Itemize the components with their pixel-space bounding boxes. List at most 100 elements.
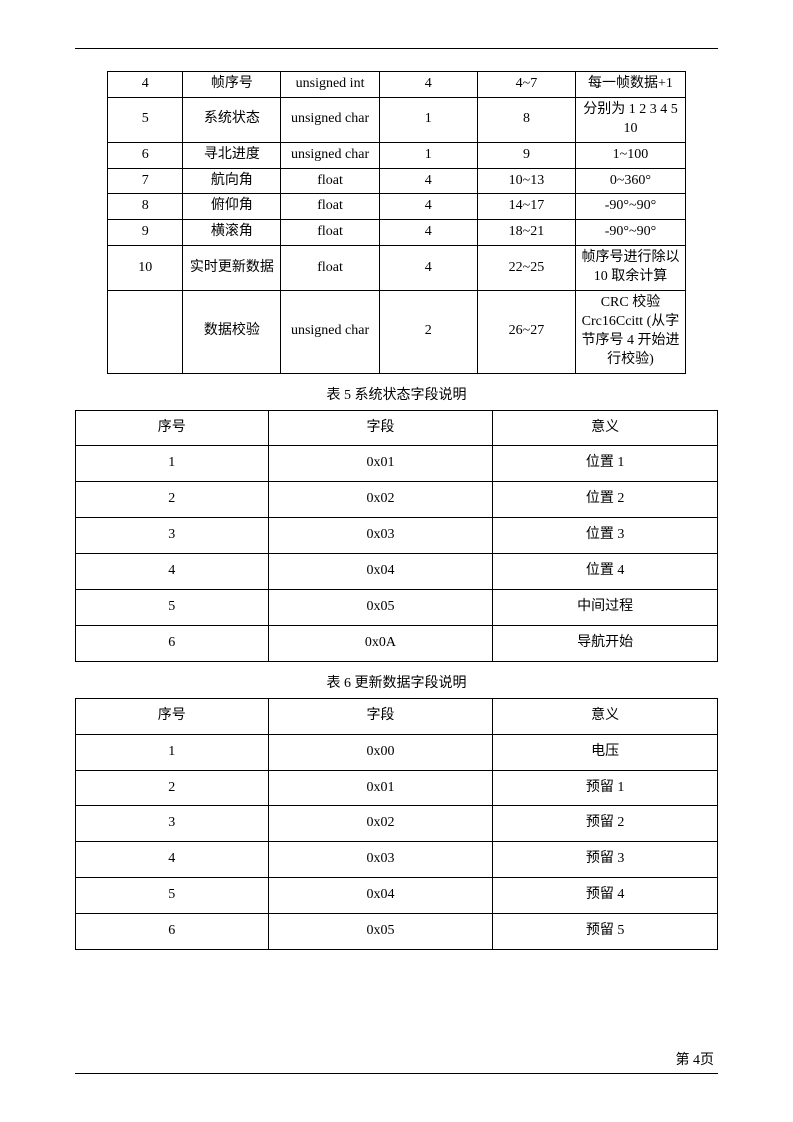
cell: 俯仰角 bbox=[183, 194, 281, 220]
cell: 位置 2 bbox=[493, 482, 718, 518]
table-row: 4 帧序号 unsigned int 4 4~7 每一帧数据+1 bbox=[108, 72, 686, 98]
cell: 0x02 bbox=[268, 482, 493, 518]
cell: 电压 bbox=[493, 734, 718, 770]
cell: 寻北进度 bbox=[183, 142, 281, 168]
column-header: 意义 bbox=[493, 410, 718, 446]
cell: 5 bbox=[108, 97, 183, 142]
cell: 横滚角 bbox=[183, 220, 281, 246]
cell: 6 bbox=[108, 142, 183, 168]
table-row: 2 0x01 预留 1 bbox=[76, 770, 718, 806]
cell: 预留 1 bbox=[493, 770, 718, 806]
table-row: 7 航向角 float 4 10~13 0~360° bbox=[108, 168, 686, 194]
cell: 18~21 bbox=[477, 220, 575, 246]
column-header: 字段 bbox=[268, 410, 493, 446]
table-row: 4 0x03 预留 3 bbox=[76, 842, 718, 878]
cell: 4 bbox=[379, 168, 477, 194]
cell: -90°~90° bbox=[576, 194, 686, 220]
cell: 航向角 bbox=[183, 168, 281, 194]
cell: 0x04 bbox=[268, 878, 493, 914]
table-row: 数据校验 unsigned char 2 26~27 CRC 校验 Crc16C… bbox=[108, 291, 686, 374]
table-3: 序号 字段 意义 1 0x00 电压 2 0x01 预留 1 3 0x02 预留… bbox=[75, 698, 718, 950]
cell: 2 bbox=[76, 482, 269, 518]
cell: 4 bbox=[76, 554, 269, 590]
cell: 0x01 bbox=[268, 446, 493, 482]
cell bbox=[108, 291, 183, 374]
cell: -90°~90° bbox=[576, 220, 686, 246]
cell: unsigned char bbox=[281, 97, 379, 142]
column-header: 序号 bbox=[76, 698, 269, 734]
cell: 26~27 bbox=[477, 291, 575, 374]
cell: float bbox=[281, 168, 379, 194]
table-row: 2 0x02 位置 2 bbox=[76, 482, 718, 518]
cell: 位置 3 bbox=[493, 518, 718, 554]
cell: 4 bbox=[108, 72, 183, 98]
cell: 0x02 bbox=[268, 806, 493, 842]
bottom-rule bbox=[75, 1073, 718, 1074]
cell: 帧序号进行除以 10 取余计算 bbox=[576, 246, 686, 291]
cell: 1 bbox=[76, 446, 269, 482]
cell: CRC 校验 Crc16Ccitt (从字节序号 4 开始进行校验) bbox=[576, 291, 686, 374]
cell: 0~360° bbox=[576, 168, 686, 194]
cell: 22~25 bbox=[477, 246, 575, 291]
cell: 4 bbox=[379, 194, 477, 220]
cell: 0x05 bbox=[268, 590, 493, 626]
cell: 分别为 1 2 3 4 5 10 bbox=[576, 97, 686, 142]
cell: 位置 4 bbox=[493, 554, 718, 590]
cell: 6 bbox=[76, 914, 269, 950]
table-row: 6 0x0A 导航开始 bbox=[76, 625, 718, 661]
table-header-row: 序号 字段 意义 bbox=[76, 698, 718, 734]
cell: 系统状态 bbox=[183, 97, 281, 142]
table-2-caption: 表 5 系统状态字段说明 bbox=[75, 384, 718, 404]
footer: 第 4页 bbox=[75, 1049, 718, 1074]
cell: 4 bbox=[379, 220, 477, 246]
cell: unsigned int bbox=[281, 72, 379, 98]
table-header-row: 序号 字段 意义 bbox=[76, 410, 718, 446]
table-row: 9 横滚角 float 4 18~21 -90°~90° bbox=[108, 220, 686, 246]
cell: 9 bbox=[108, 220, 183, 246]
cell: 10 bbox=[108, 246, 183, 291]
cell: 5 bbox=[76, 590, 269, 626]
cell: 1 bbox=[76, 734, 269, 770]
cell: 5 bbox=[76, 878, 269, 914]
cell: 0x00 bbox=[268, 734, 493, 770]
cell: 2 bbox=[76, 770, 269, 806]
cell: 预留 4 bbox=[493, 878, 718, 914]
table-row: 1 0x00 电压 bbox=[76, 734, 718, 770]
cell: 0x03 bbox=[268, 518, 493, 554]
table-row: 5 0x04 预留 4 bbox=[76, 878, 718, 914]
cell: 8 bbox=[477, 97, 575, 142]
cell: float bbox=[281, 246, 379, 291]
cell: 实时更新数据 bbox=[183, 246, 281, 291]
cell: 位置 1 bbox=[493, 446, 718, 482]
cell: 0x01 bbox=[268, 770, 493, 806]
cell: 预留 5 bbox=[493, 914, 718, 950]
table-row: 1 0x01 位置 1 bbox=[76, 446, 718, 482]
table-row: 6 寻北进度 unsigned char 1 9 1~100 bbox=[108, 142, 686, 168]
cell: 1~100 bbox=[576, 142, 686, 168]
page-number: 第 4页 bbox=[75, 1049, 718, 1069]
table-2: 序号 字段 意义 1 0x01 位置 1 2 0x02 位置 2 3 0x03 … bbox=[75, 410, 718, 662]
table-row: 5 系统状态 unsigned char 1 8 分别为 1 2 3 4 5 1… bbox=[108, 97, 686, 142]
cell: 4 bbox=[76, 842, 269, 878]
cell: 1 bbox=[379, 142, 477, 168]
cell: 每一帧数据+1 bbox=[576, 72, 686, 98]
cell: 预留 3 bbox=[493, 842, 718, 878]
cell: 帧序号 bbox=[183, 72, 281, 98]
cell: 0x03 bbox=[268, 842, 493, 878]
cell: 8 bbox=[108, 194, 183, 220]
cell: 0x05 bbox=[268, 914, 493, 950]
cell: 3 bbox=[76, 518, 269, 554]
cell: 6 bbox=[76, 625, 269, 661]
cell: 导航开始 bbox=[493, 625, 718, 661]
column-header: 意义 bbox=[493, 698, 718, 734]
table-row: 6 0x05 预留 5 bbox=[76, 914, 718, 950]
column-header: 序号 bbox=[76, 410, 269, 446]
cell: float bbox=[281, 194, 379, 220]
cell: 4~7 bbox=[477, 72, 575, 98]
cell: 3 bbox=[76, 806, 269, 842]
table-1: 4 帧序号 unsigned int 4 4~7 每一帧数据+1 5 系统状态 … bbox=[107, 71, 686, 374]
cell: 9 bbox=[477, 142, 575, 168]
column-header: 字段 bbox=[268, 698, 493, 734]
table-row: 3 0x03 位置 3 bbox=[76, 518, 718, 554]
cell: 4 bbox=[379, 246, 477, 291]
